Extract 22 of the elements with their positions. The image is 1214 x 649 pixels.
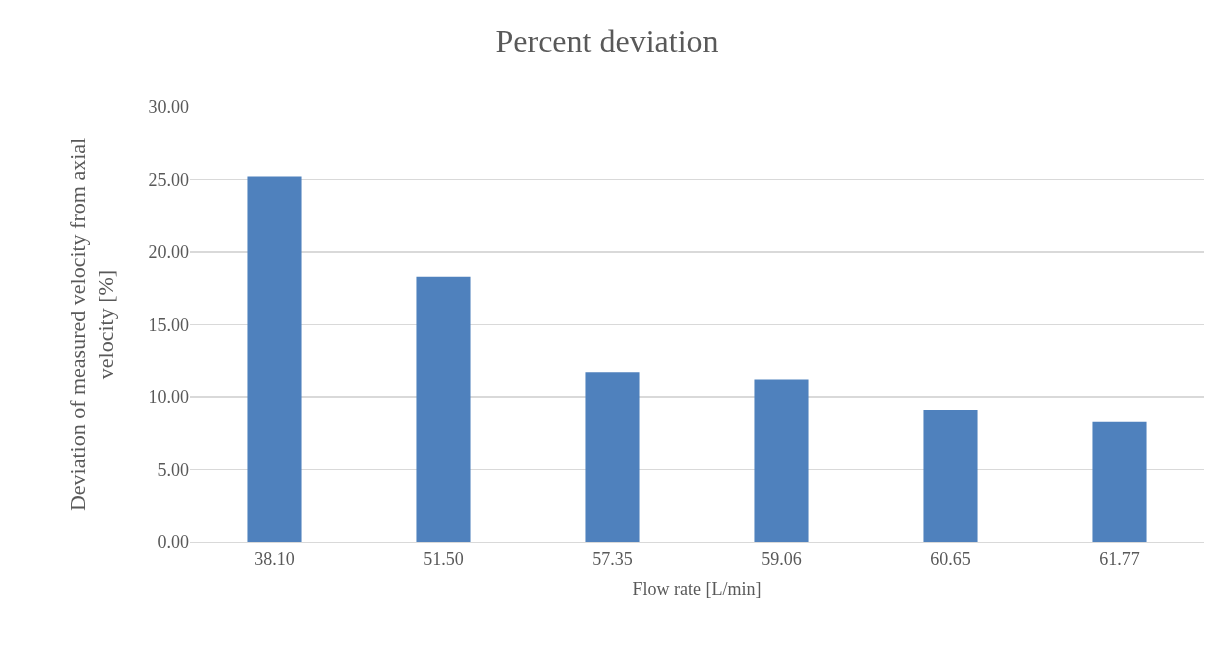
x-tick-label: 61.77	[1099, 548, 1140, 569]
x-axis-title: Flow rate [L/min]	[632, 578, 762, 599]
bar	[1092, 421, 1147, 542]
x-tick-label: 57.35	[592, 548, 633, 569]
y-tick-label: 20.00	[148, 242, 189, 263]
bar	[923, 410, 978, 542]
bar	[416, 276, 471, 542]
bar	[585, 372, 640, 542]
y-tick-label: 15.00	[148, 314, 189, 335]
y-tick-label: 0.00	[157, 532, 189, 553]
y-tick-label: 25.00	[148, 169, 189, 190]
x-tick-label: 38.10	[254, 548, 295, 569]
y-tick-label: 10.00	[148, 387, 189, 408]
bar	[247, 176, 302, 542]
x-tick-label: 60.65	[930, 548, 971, 569]
y-axis-title: Deviation of measured velocity from axial velocity [%]	[64, 137, 119, 512]
bar	[754, 379, 809, 542]
y-tick-label: 30.00	[148, 97, 189, 118]
x-tick-label: 59.06	[761, 548, 802, 569]
y-tick-label: 5.00	[157, 459, 189, 480]
x-tick-label: 51.50	[423, 548, 464, 569]
chart-title: Percent deviation	[495, 22, 719, 59]
